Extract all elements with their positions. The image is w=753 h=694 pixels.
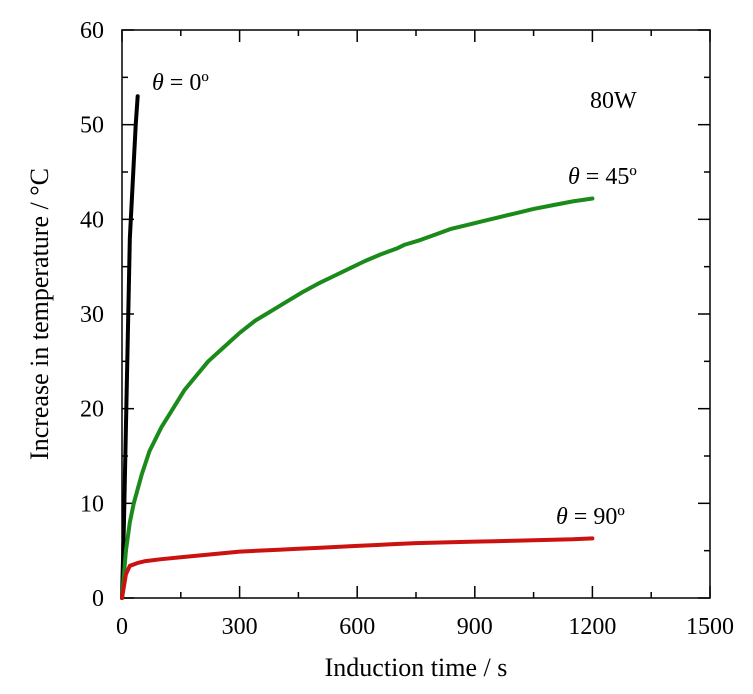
y-tick-label: 30 [80, 302, 104, 328]
power-annotation: 80W [590, 88, 637, 114]
theta-0-symbol: θ [152, 70, 164, 96]
y-tick-label: 50 [80, 113, 104, 139]
axis-ticks: 0 300 600 900 1200 1500 0 10 20 30 40 50 60 [80, 18, 734, 640]
x-tick-label: 300 [222, 614, 258, 640]
x-tick-label: 0 [116, 614, 128, 640]
y-tick-label: 40 [80, 207, 104, 233]
theta-45-value: = 45º [580, 164, 638, 190]
series-line-theta-0 [120, 94, 140, 600]
theta-0-value: = 0º [164, 70, 210, 96]
series-line-theta-45 [120, 196, 595, 600]
y-axis-title: Increase in temperature / °C [25, 168, 54, 460]
x-tick-label: 1500 [686, 614, 734, 640]
x-tick-label: 900 [457, 614, 493, 640]
theta-0-label: θ = 0º [152, 70, 209, 96]
y-tick-label: 20 [80, 397, 104, 423]
series-group [120, 94, 595, 600]
series-line-theta-90 [120, 536, 595, 600]
x-axis-title: Induction time / s [325, 653, 508, 682]
y-tick-label: 0 [92, 586, 104, 612]
x-tick-label: 600 [339, 614, 375, 640]
theta-45-symbol: θ [568, 164, 580, 190]
theta-90-value: = 90º [568, 504, 626, 530]
theta-90-label: θ = 90º [556, 504, 625, 530]
theta-90-symbol: θ [556, 504, 568, 530]
x-tick-label: 1200 [568, 614, 616, 640]
y-tick-label: 60 [80, 18, 104, 44]
theta-45-label: θ = 45º [568, 164, 637, 190]
y-tick-label: 10 [80, 491, 104, 517]
